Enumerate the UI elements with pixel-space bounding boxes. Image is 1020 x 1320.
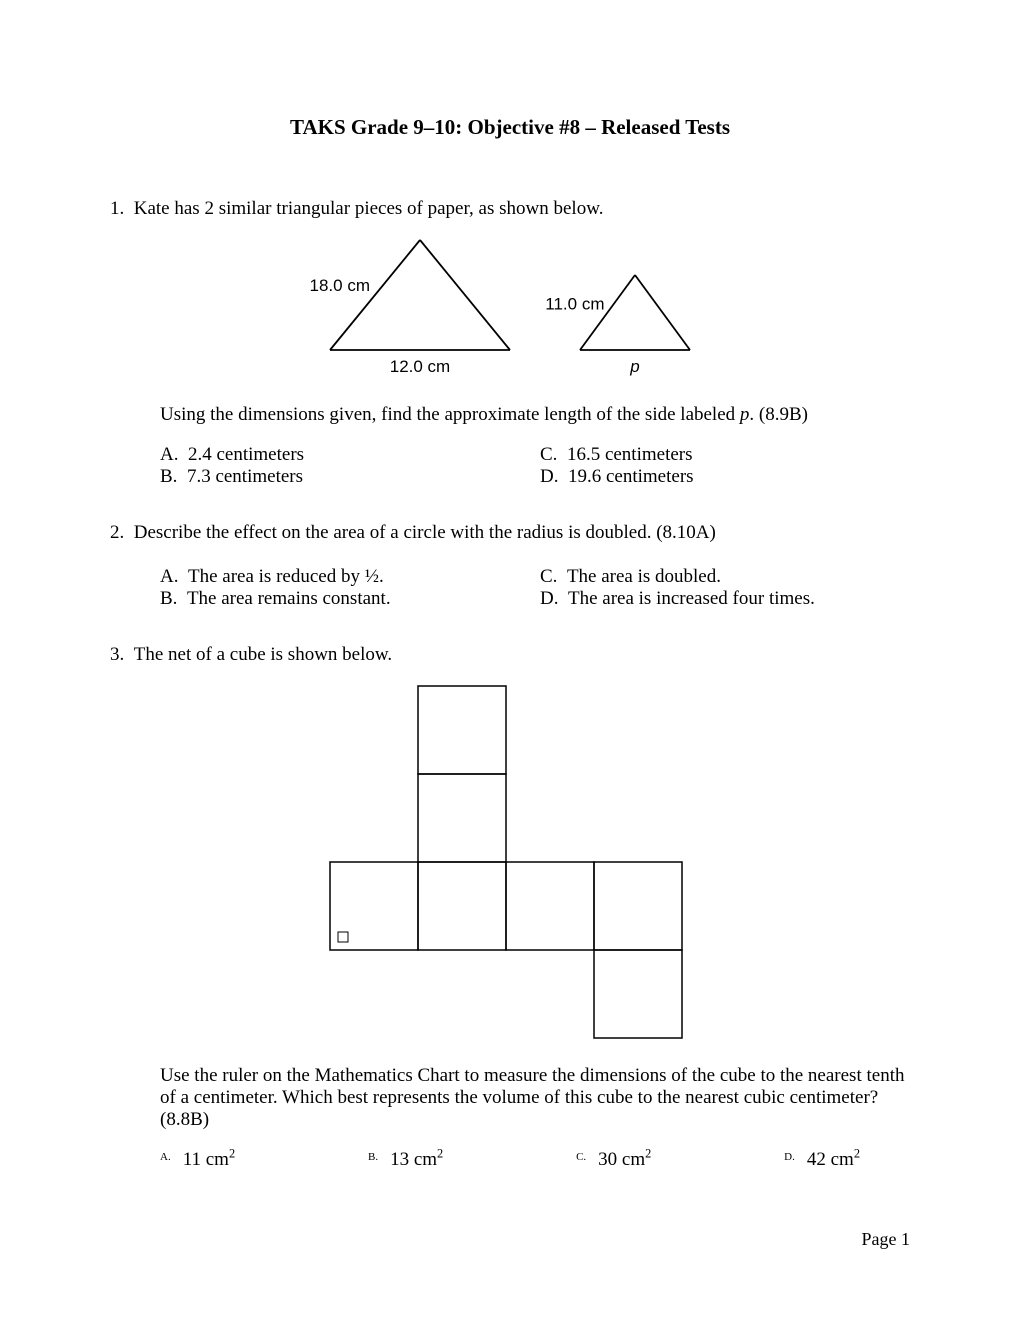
q2-choice-b-text: The area remains constant. [187,588,391,609]
q2-col-left: A. The area is reduced by ½. B. The area… [160,566,530,610]
q1-choice-d-text: 19.6 centimeters [568,466,694,487]
q1-choice-a-text: 2.4 centimeters [188,444,304,465]
q1-col-left: A. 2.4 centimeters B. 7.3 centimeters [160,444,530,488]
q3-number: 3. [110,644,124,665]
q2-choice-c-text: The area is doubled. [567,566,721,587]
q1-subprompt: Using the dimensions given, find the app… [160,404,910,426]
q3-d-sup: 2 [854,1147,860,1161]
q3-text: The net of a cube is shown below. [134,644,392,665]
q1-text: Kate has 2 similar triangular pieces of … [134,198,604,219]
q3-a-sup: 2 [229,1147,235,1161]
q3-c-text: 30 cm [598,1149,645,1170]
question-2: 2. Describe the effect on the area of a … [110,522,910,610]
svg-text:12.0 cm: 12.0 cm [390,357,450,376]
question-3: 3. The net of a cube is shown below. Use… [110,644,910,1171]
q3-b-sup: 2 [437,1147,443,1161]
q3-choice-d: D. 42 cm2 [784,1149,860,1171]
q3-c-sup: 2 [645,1147,651,1161]
triangles-svg: 18.0 cm 12.0 cm 11.0 cm p [310,230,710,385]
page-title: TAKS Grade 9–10: Objective #8 – Released… [110,115,910,140]
svg-text:p: p [629,357,639,376]
page-label: Page [862,1229,897,1249]
svg-text:18.0 cm: 18.0 cm [310,276,370,295]
q1-choice-c: C. 16.5 centimeters [540,444,910,466]
q1-var: p [740,404,750,425]
q1-choice-c-text: 16.5 centimeters [567,444,693,465]
q3-a-text: 11 cm [183,1149,229,1170]
q1-number: 1. [110,198,124,219]
q3-subprompt: Use the ruler on the Mathematics Chart t… [160,1065,910,1131]
q1-choices: A. 2.4 centimeters B. 7.3 centimeters C.… [160,444,910,488]
q3-figure [110,676,910,1051]
q1-col-right: C. 16.5 centimeters D. 19.6 centimeters [530,444,910,488]
q2-text: Describe the effect on the area of a cir… [134,522,716,543]
q2-number: 2. [110,522,124,543]
q3-d-val: 42 cm2 [807,1149,860,1171]
q3-a-label: A. [160,1151,171,1163]
page-number: Page 1 [862,1229,911,1250]
question-1: 1. Kate has 2 similar triangular pieces … [110,198,910,488]
q2-col-right: C. The area is doubled. D. The area is i… [530,566,910,610]
q3-c-label: C. [576,1151,586,1163]
q3-sub-text: Use the ruler on the Mathematics Chart t… [160,1065,904,1130]
q2-choices: A. The area is reduced by ½. B. The area… [160,566,910,610]
q2-choice-d: D. The area is increased four times. [540,588,910,610]
q2-prompt: 2. Describe the effect on the area of a … [110,522,910,544]
q1-figure: 18.0 cm 12.0 cm 11.0 cm p [110,230,910,390]
q3-c-val: 30 cm2 [598,1149,651,1171]
q1-choice-b: B. 7.3 centimeters [160,466,530,488]
q1-prompt: 1. Kate has 2 similar triangular pieces … [110,198,910,220]
svg-text:11.0 cm: 11.0 cm [545,295,604,314]
q3-choice-b: B. 13 cm2 [368,1149,443,1171]
q3-b-text: 13 cm [390,1149,437,1170]
q3-b-val: 13 cm2 [390,1149,443,1171]
q2-choice-c: C. The area is doubled. [540,566,910,588]
page-n: 1 [901,1229,910,1249]
q1-choice-a: A. 2.4 centimeters [160,444,530,466]
q3-choice-a: A. 11 cm2 [160,1149,235,1171]
q3-choice-c: C. 30 cm2 [576,1149,651,1171]
q1-sub-prefix: Using the dimensions given, find the app… [160,404,740,425]
q3-b-label: B. [368,1151,378,1163]
page: TAKS Grade 9–10: Objective #8 – Released… [0,0,1020,1320]
q3-prompt: 3. The net of a cube is shown below. [110,644,910,666]
q2-choice-d-text: The area is increased four times. [568,588,815,609]
q1-choice-d: D. 19.6 centimeters [540,466,910,488]
q3-choices: A. 11 cm2 B. 13 cm2 C. 30 cm2 D. 42 cm2 [160,1149,910,1171]
q3-d-label: D. [784,1151,795,1163]
q2-choice-a: A. The area is reduced by ½. [160,566,530,588]
q3-a-val: 11 cm2 [183,1149,235,1171]
cube-net-svg [300,676,720,1046]
q2-choice-a-text: The area is reduced by ½. [188,566,384,587]
q1-sub-suffix: . (8.9B) [749,404,808,425]
q3-d-text: 42 cm [807,1149,854,1170]
q2-choice-b: B. The area remains constant. [160,588,530,610]
q1-choice-b-text: 7.3 centimeters [187,466,303,487]
